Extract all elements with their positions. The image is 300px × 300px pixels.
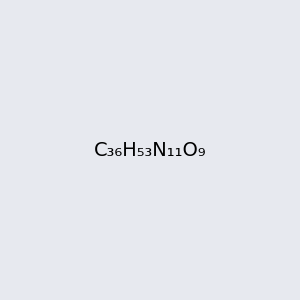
Text: C₃₆H₅₃N₁₁O₉: C₃₆H₅₃N₁₁O₉ [94,140,206,160]
